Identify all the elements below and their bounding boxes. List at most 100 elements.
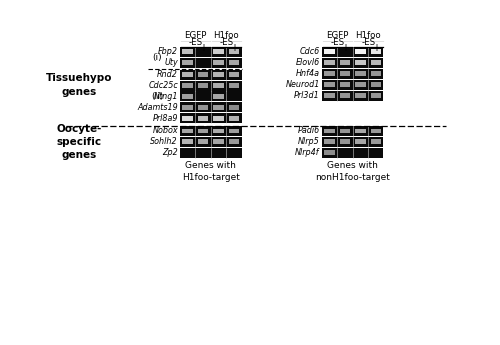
Text: -: - [358,43,362,53]
Bar [182,116,193,121]
Bar [324,60,335,65]
Bar [180,47,242,57]
Bar [322,58,384,68]
Text: Zp2: Zp2 [162,148,178,157]
Bar [180,91,242,101]
Bar [182,60,193,65]
Bar [355,49,366,54]
Bar [355,93,366,98]
Bar [198,129,208,134]
Bar [324,129,335,134]
Bar [324,139,335,144]
Text: H1foo: H1foo [356,31,381,40]
Text: -ES: -ES [220,38,234,47]
Bar [370,49,382,54]
Bar [198,116,208,121]
Text: +: + [230,43,238,53]
Bar [370,71,382,76]
Text: Padi6: Padi6 [298,127,320,136]
Bar [355,129,366,134]
Bar [370,93,382,98]
Bar [340,60,350,65]
Text: Uty: Uty [164,58,178,67]
Bar [180,58,242,68]
Text: Nobox: Nobox [152,127,178,136]
Bar [229,105,239,110]
Text: Tissuehypo
genes: Tissuehypo genes [46,73,113,97]
Bar [214,139,224,144]
Text: Nlrp4f: Nlrp4f [295,148,320,157]
Text: +: + [199,43,207,53]
Bar [322,80,384,90]
Text: Cdc25c: Cdc25c [148,81,178,90]
Bar [322,126,384,136]
Text: Fbp2: Fbp2 [158,47,178,56]
Bar [322,90,384,100]
Bar [370,82,382,87]
Text: Nlrp5: Nlrp5 [298,137,320,146]
Text: -ES: -ES [330,38,344,47]
Bar [324,82,335,87]
Bar [182,129,193,134]
Bar [340,93,350,98]
Bar [198,139,208,144]
Bar [355,139,366,144]
Bar [180,70,242,80]
Bar [322,47,384,57]
Bar [214,129,224,134]
Bar [180,113,242,123]
Bar [355,82,366,87]
Text: -ES: -ES [361,38,376,47]
Text: Prl3d1: Prl3d1 [294,91,320,100]
Bar [198,72,208,77]
Bar [214,60,224,65]
Bar [229,129,239,134]
Bar [198,83,208,88]
Bar [180,102,242,112]
Bar [340,129,350,134]
Text: Neurod1: Neurod1 [286,80,320,89]
Bar [198,105,208,110]
Bar [182,94,193,99]
Text: Genes with
H1foo-target: Genes with H1foo-target [182,161,240,182]
Text: +: + [372,43,380,53]
Bar [322,137,384,147]
Text: Hnf4a: Hnf4a [296,69,320,78]
Text: -: - [186,43,190,53]
Bar [182,72,193,77]
Text: H1foo: H1foo [214,31,239,40]
Bar [182,139,193,144]
Bar [180,80,242,90]
Bar [229,72,239,77]
Bar [229,116,239,121]
Text: Sohlh2: Sohlh2 [150,137,178,146]
Bar [355,71,366,76]
Bar [182,83,193,88]
Text: Oocyte-
specific
genes: Oocyte- specific genes [57,124,102,160]
Text: Elovl6: Elovl6 [296,58,320,67]
Bar [229,139,239,144]
Bar [229,60,239,65]
Bar [370,60,382,65]
Bar [340,139,350,144]
Bar [324,71,335,76]
Bar [370,129,382,134]
Bar [324,49,335,54]
Bar [214,83,224,88]
Text: Rnd2: Rnd2 [157,70,178,79]
Bar [340,71,350,76]
Text: -: - [217,43,220,53]
Bar [370,139,382,144]
Bar [214,49,224,54]
Text: EGFP: EGFP [326,31,348,40]
Text: (ii): (ii) [151,92,163,101]
Bar [180,126,242,136]
Text: EGFP: EGFP [184,31,206,40]
Text: Genes with
nonH1foo-target: Genes with nonH1foo-target [316,161,390,182]
Text: Prl8a9: Prl8a9 [152,114,178,123]
Bar [214,116,224,121]
Text: -: - [328,43,331,53]
Bar [355,60,366,65]
Bar [322,148,384,158]
Bar [322,69,384,79]
